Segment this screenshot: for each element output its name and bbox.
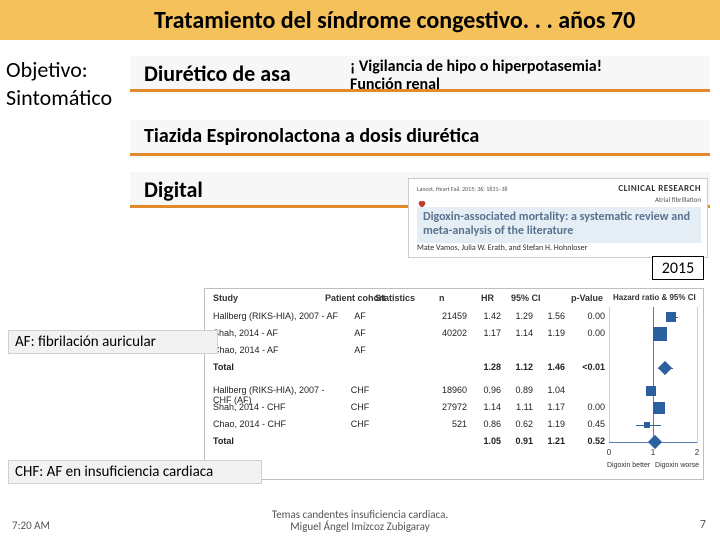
page-title: Tratamiento del síndrome congestivo. . .…: [154, 6, 635, 35]
row1-right-l1: ¡ Vigilancia de hipo o hiperpotasemia!: [350, 57, 602, 76]
forest-hdr-ci: 95% CI: [511, 293, 541, 303]
paper-title: Digoxin-associated mortality: a systemat…: [417, 207, 701, 243]
paper-authors: Mate Vamos, Julia W. Erath, and Stefan H…: [417, 243, 587, 253]
objective-line2: Sintomático: [6, 84, 112, 111]
row2-left: Tiazida Espironolactona a dosis diurétic…: [144, 124, 479, 148]
row1-left: Diurético de asa: [144, 60, 291, 87]
forest-hdr-plot: Hazard ratio & 95% CI: [613, 293, 696, 302]
footer-center: Temas candentes insuficiencia cardiaca. …: [0, 509, 720, 534]
forest-hdr-hr: HR: [481, 293, 494, 303]
row1-right-l2: Función renal: [350, 75, 440, 94]
chf-legend-box: CHF: AF en insuficiencia cardiaca: [8, 460, 262, 484]
af-legend-box: AF: fibrilación auricular: [8, 330, 218, 354]
forest-hdr-stats: Statistics: [375, 293, 415, 303]
paper-journal-sub: Atrial fibrillation: [655, 195, 701, 204]
paper-lancet-ref: Lancet. Heart Fail. 2015; 36: 1831–38: [417, 185, 507, 193]
paper-journal: CLINICAL RESEARCH: [618, 183, 701, 194]
objective-line1: Objetivo:: [6, 56, 88, 83]
forest-hdr-n: n: [439, 293, 445, 303]
forest-hdr-study: Study: [213, 293, 238, 303]
row-thiazide: Tiazida Espironolactona a dosis diurétic…: [130, 120, 710, 156]
slide: Tratamiento del síndrome congestivo. . .…: [0, 0, 720, 540]
forest-hdr-p: p-Value: [571, 293, 603, 303]
paper-header: CLINICAL RESEARCH Atrial fibrillation La…: [408, 178, 708, 258]
row1-right: ¡ Vigilancia de hipo o hiperpotasemia! F…: [350, 58, 602, 93]
row3-left: Digital: [144, 176, 203, 203]
heart-icon: [417, 195, 427, 205]
forest-plot: Study Patient cohort Statistics n HR 95%…: [204, 288, 704, 480]
footer-page-number: 7: [700, 518, 706, 532]
footer-center-l2: Miguel Ángel Imízcoz Zubigaray: [290, 520, 429, 533]
row-diuretic: Diurético de asa ¡ Vigilancia de hipo o …: [130, 56, 710, 92]
forest-plot-area: 012Digoxin betterDigoxin worse: [609, 307, 697, 461]
footer-center-l1: Temas candentes insuficiencia cardiaca.: [272, 508, 448, 521]
year-box: 2015: [652, 256, 704, 280]
